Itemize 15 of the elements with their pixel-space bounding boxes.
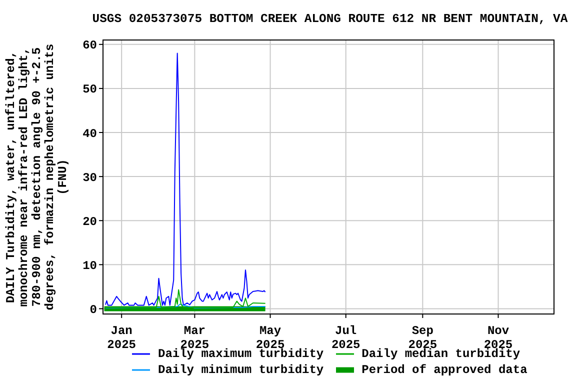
chart-title: USGS 0205373075 BOTTOM CREEK ALONG ROUTE 612 NR BENT MOUNTAIN, VA [91,12,569,26]
y-tick-label: 10 [82,258,97,273]
legend-label: Period of approved data [362,363,528,377]
line-series [104,52,266,306]
y-axis-title: DAILY Turbidity, water, unfiltered, monochrome near infra-red LED light, 780-900 nm, detection angle 90 +-2.5 degrees, formazin nephelometric units (FNU) [4,44,70,310]
y-tick-label: 0 [90,302,97,317]
y-tick-label: 60 [82,38,97,53]
y-tick-label: 30 [82,170,97,185]
legend-label: Daily minimum turbidity [158,363,324,377]
y-tick-label: 50 [82,82,97,97]
line-series [104,289,266,308]
x-tick-label: Jan 2025 [107,324,136,352]
x-tick-label: Jul 2025 [331,324,360,352]
y-tick-label: 40 [82,126,97,141]
y-tick-label: 20 [82,214,97,229]
